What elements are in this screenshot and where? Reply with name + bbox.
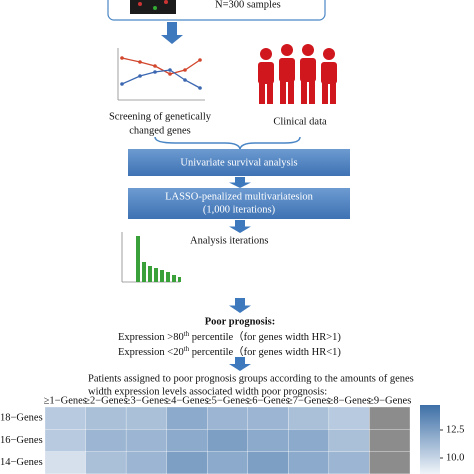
rule-part: percentile（for genes width HR>1) xyxy=(189,331,341,343)
heat-cell xyxy=(328,429,370,452)
screening-text: changed genes xyxy=(129,125,191,136)
sample-count: N=300 samples xyxy=(215,0,281,10)
column-label: ≥3−Genes xyxy=(125,395,168,406)
heat-cell xyxy=(125,429,167,452)
rule-sup: th xyxy=(184,330,190,338)
heat-cell xyxy=(166,406,208,430)
rule-text: Expression >80th percentile（for genes wi… xyxy=(118,330,341,344)
heat-cell xyxy=(328,406,370,430)
column-label: ≥6−Genes xyxy=(246,395,289,406)
row-label: 14−Genes xyxy=(0,457,43,468)
heat-cell xyxy=(166,451,208,474)
column-label: ≥8−Genes xyxy=(328,395,371,406)
heat-cell xyxy=(328,451,370,474)
people-icon xyxy=(258,44,337,104)
heat-cell xyxy=(207,406,248,430)
heat-cell xyxy=(125,451,167,474)
screening-text: Screening of genetically xyxy=(109,111,212,122)
step-box xyxy=(128,149,350,176)
image-dot xyxy=(153,6,157,10)
row-label: 18−Genes xyxy=(0,413,43,424)
step-text: LASSO-penalized multivariatesion xyxy=(165,191,314,202)
column-label: ≥5−Genes xyxy=(206,395,249,406)
sample-box xyxy=(107,0,326,21)
rule-text: Expression <20th percentile（for genes wi… xyxy=(118,345,341,359)
rule-part: Expression >80 xyxy=(118,332,184,343)
heat-cell xyxy=(85,451,127,474)
column-label: ≥9−Genes xyxy=(368,395,411,406)
arrow xyxy=(229,220,251,233)
heat-cell xyxy=(247,451,289,474)
poor-prognosis-title: Poor prognosis: xyxy=(205,316,276,327)
row-label: 16−Genes xyxy=(0,435,43,446)
arrow xyxy=(229,357,251,371)
patients-text: Patients assigned to poor prognosis grou… xyxy=(88,373,414,384)
iterations-text: Analysis iterations xyxy=(190,235,268,246)
arrow xyxy=(229,177,251,188)
image-dot xyxy=(138,2,142,6)
heat-cell xyxy=(207,451,248,474)
column-label: ≥7−Genes xyxy=(287,395,330,406)
heat-cell xyxy=(44,406,86,430)
heat-cell xyxy=(288,406,330,430)
column-label: ≥4−Genes xyxy=(165,395,208,406)
na-cell xyxy=(369,451,411,474)
bar-chart-icon xyxy=(121,232,181,283)
colorbar xyxy=(420,405,440,474)
heat-cell xyxy=(288,451,330,474)
heat-cell xyxy=(44,429,86,452)
heat-cell xyxy=(44,451,86,474)
image-dot xyxy=(164,0,168,4)
colorbar-label: 10.0 xyxy=(446,452,464,463)
column-label: ≥2−Genes xyxy=(84,395,127,406)
arrow xyxy=(229,298,251,313)
heat-cell xyxy=(85,406,127,430)
heat-cell xyxy=(247,429,289,452)
heat-cell xyxy=(166,429,208,452)
line-chart-icon xyxy=(117,48,205,101)
heat-cell xyxy=(207,429,248,452)
heat-cell xyxy=(125,406,167,430)
arrow xyxy=(161,22,183,44)
na-cell xyxy=(369,429,411,452)
step-text: Univariate survival analysis xyxy=(180,157,297,168)
column-label: ≥1−Genes xyxy=(44,395,87,406)
heat-cell xyxy=(85,429,127,452)
brace xyxy=(154,136,301,151)
rule-part: Expression <20 xyxy=(118,347,184,358)
rule-part: percentile（for genes width HR<1) xyxy=(189,346,341,358)
step-box xyxy=(128,188,350,219)
clinical-text: Clinical data xyxy=(273,116,327,127)
heat-cell xyxy=(288,429,330,452)
sample-image xyxy=(130,0,176,14)
na-cell xyxy=(369,406,411,430)
rule-sup: th xyxy=(184,345,190,353)
step-text: (1,000 iterations) xyxy=(203,204,276,215)
colorbar-label: 12.5 xyxy=(446,424,464,435)
heat-cell xyxy=(247,406,289,430)
patients-text: width expression levels associated width… xyxy=(88,386,327,397)
